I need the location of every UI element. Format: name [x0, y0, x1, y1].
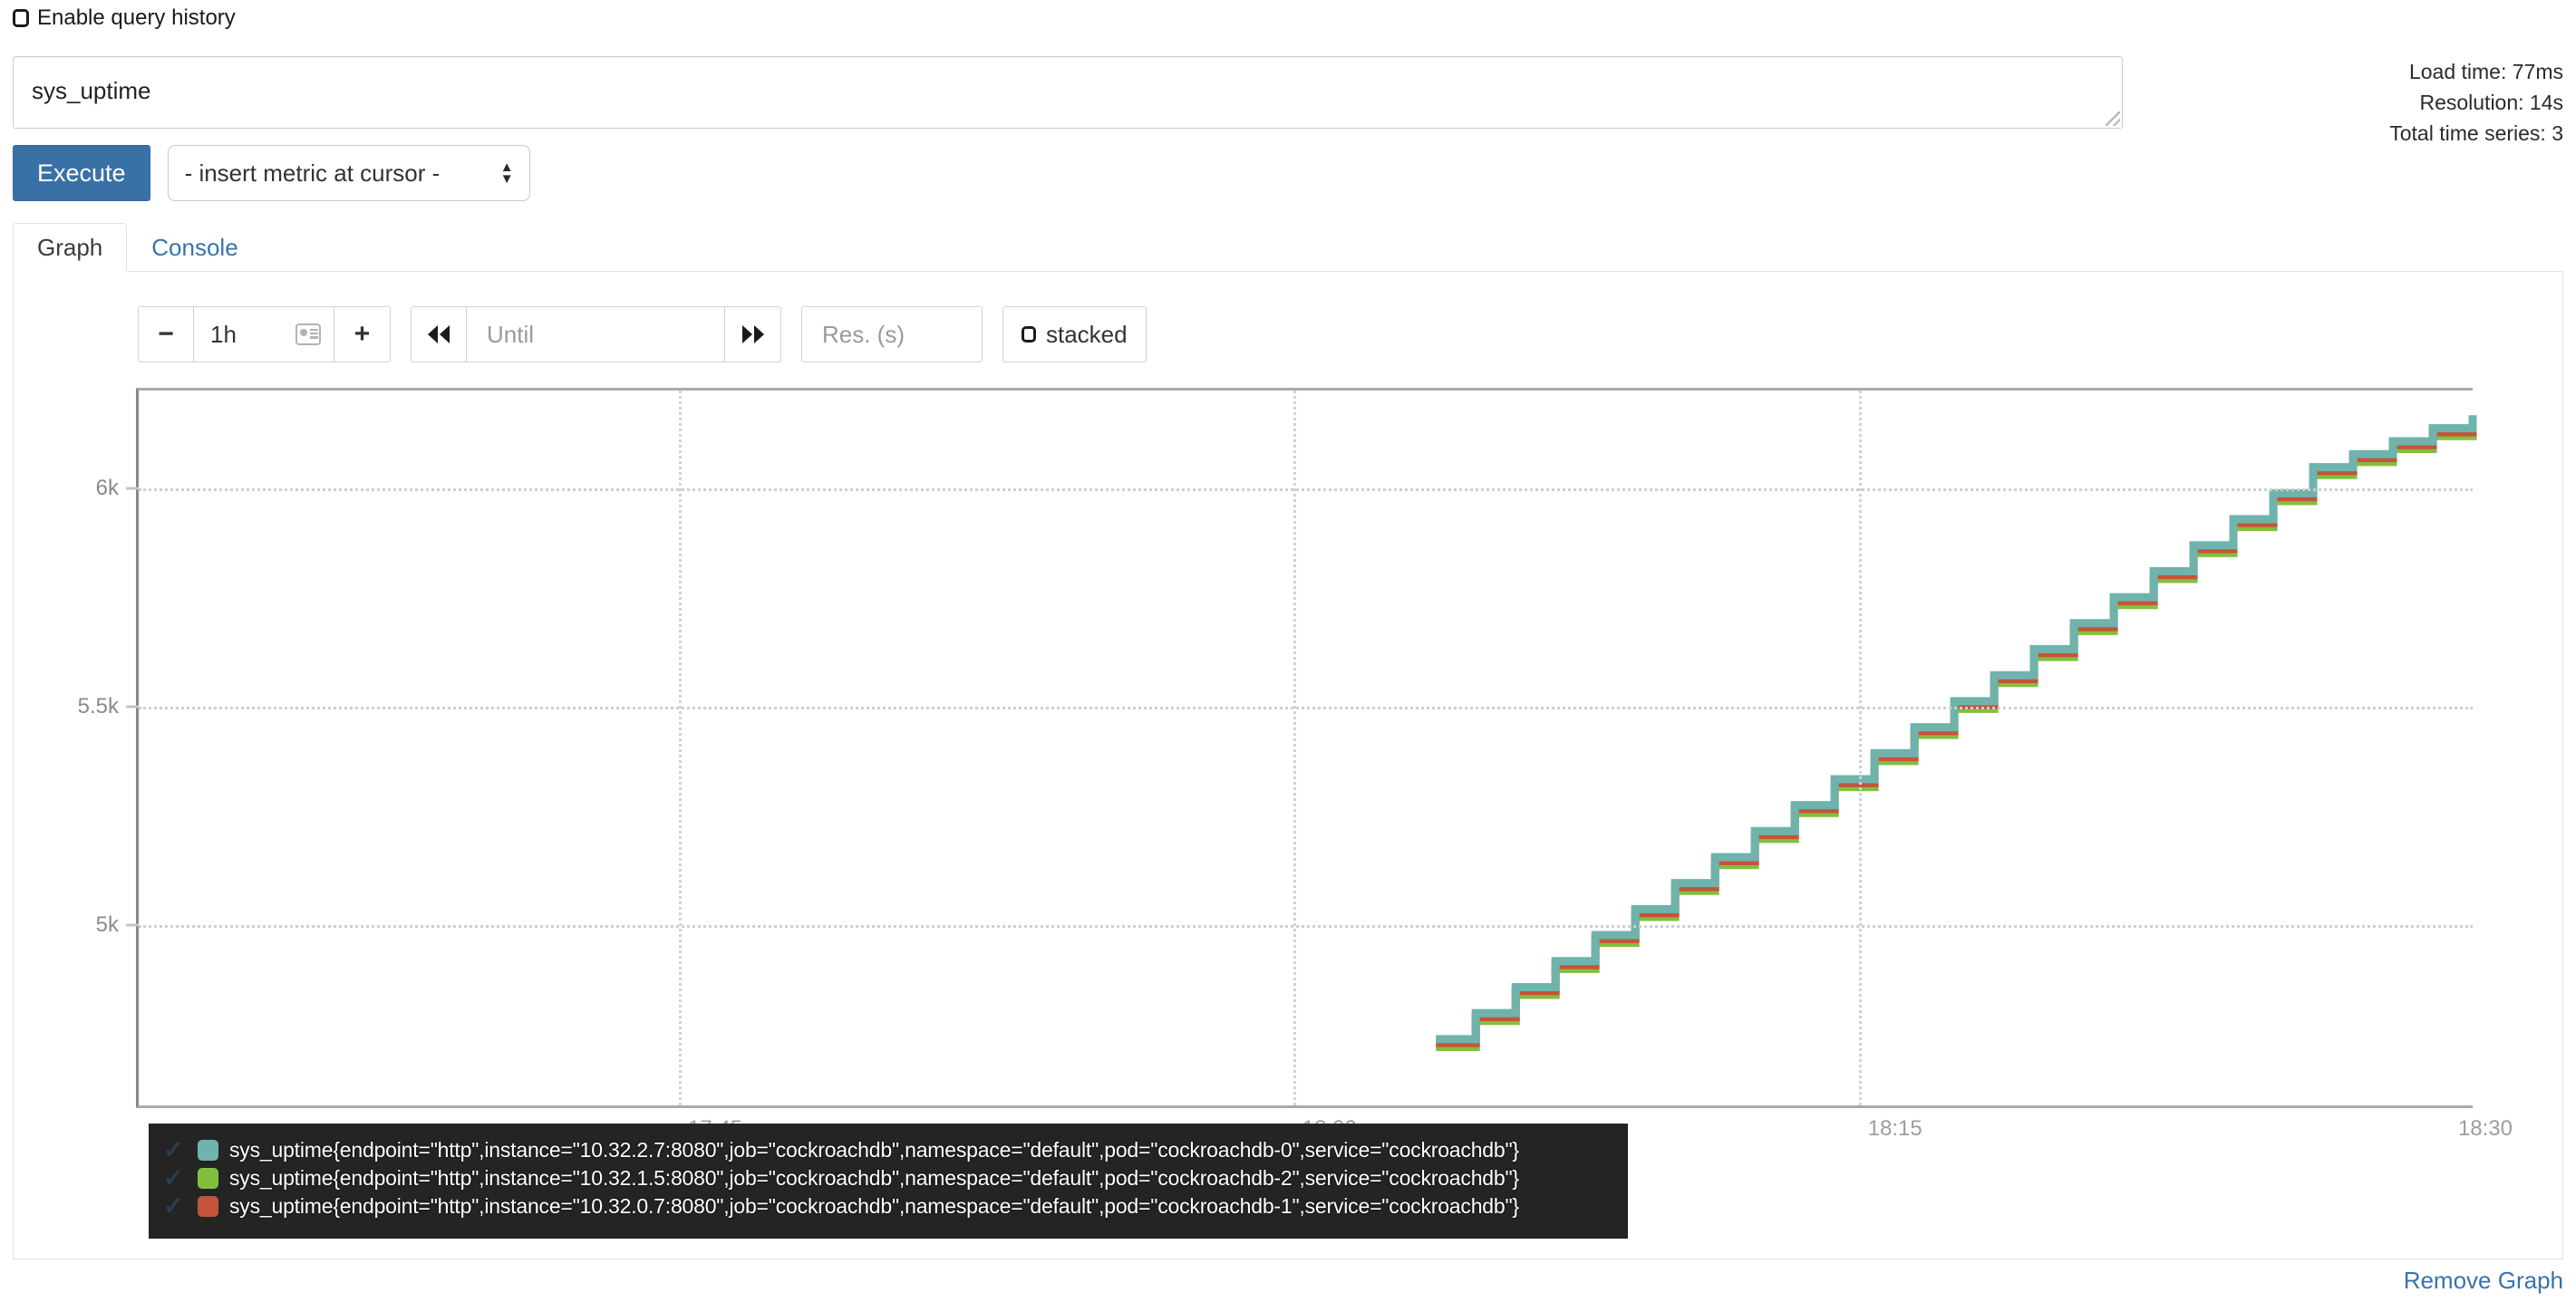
graph-controls-toolbar: − 1h + — [138, 306, 1147, 362]
step-forward-button[interactable] — [725, 306, 781, 362]
legend-color-swatch — [198, 1140, 218, 1161]
legend-item[interactable]: ✓ sys_uptime{endpoint="http",instance="10… — [149, 1136, 1628, 1164]
enable-query-history-checkbox[interactable] — [13, 9, 29, 27]
y-axis-tick-label: 5k — [96, 912, 139, 938]
vertical-gridline — [679, 391, 683, 1105]
stacked-label: stacked — [1046, 320, 1128, 348]
query-stats: Load time: 77ms Resolution: 14s Total ti… — [2389, 56, 2563, 149]
tab-console[interactable]: Console — [151, 233, 238, 261]
graph-panel: − 1h + — [13, 272, 2563, 1259]
legend-series-label: sys_uptime{endpoint="http",instance="10.… — [229, 1194, 1519, 1218]
vertical-gridline — [1858, 391, 1862, 1105]
calendar-range-icon[interactable] — [295, 323, 321, 345]
chart-legend: ✓ sys_uptime{endpoint="http",instance="10… — [149, 1124, 1628, 1239]
total-time-series-text: Total time series: 3 — [2389, 121, 2563, 146]
stacked-checkbox[interactable] — [1022, 326, 1036, 342]
execute-row: Execute - insert metric at cursor - ▲ ▼ — [13, 145, 530, 201]
x-axis-tick-label: 18:15 — [1867, 1116, 1922, 1141]
increase-range-button[interactable]: + — [334, 306, 391, 362]
legend-series-label: sys_uptime{endpoint="http",instance="10.… — [229, 1166, 1519, 1190]
horizontal-gridline — [139, 707, 2473, 710]
execute-button[interactable]: Execute — [13, 145, 150, 201]
enable-query-history-label: Enable query history — [37, 5, 236, 30]
y-axis-tick-label: 5.5k — [78, 694, 139, 719]
x-axis-tick-label: 18:30 — [2457, 1116, 2513, 1141]
legend-series-label: sys_uptime{endpoint="http",instance="10.… — [229, 1138, 1519, 1162]
tab-graph[interactable]: Graph — [13, 222, 128, 273]
metric-select-wrapper: - insert metric at cursor - ▲ ▼ — [167, 145, 530, 201]
double-chevron-right-icon — [741, 325, 764, 343]
legend-item[interactable]: ✓ sys_uptime{endpoint="http",instance="10… — [149, 1192, 1628, 1220]
y-axis-tick-label: 6k — [96, 476, 139, 501]
decrease-range-button[interactable]: − — [138, 306, 194, 362]
enable-query-history-row[interactable]: Enable query history — [13, 7, 236, 29]
range-control-group: − 1h + — [138, 306, 391, 362]
until-input-cell[interactable] — [467, 306, 725, 362]
series-line — [1436, 415, 2473, 1039]
double-chevron-left-icon — [428, 325, 450, 343]
horizontal-gridline — [139, 925, 2473, 929]
legend-checkmark-icon[interactable]: ✓ — [163, 1164, 184, 1191]
resolution-text: Resolution: 14s — [2419, 91, 2563, 115]
vertical-gridline — [1293, 391, 1296, 1105]
resolution-input-cell[interactable] — [801, 306, 983, 362]
expression-input-wrapper: sys_uptime — [13, 56, 2123, 129]
graph-console-tabs: Graph Console — [13, 220, 2563, 273]
legend-color-swatch — [198, 1196, 218, 1217]
until-input[interactable] — [485, 307, 724, 362]
expression-input[interactable]: sys_uptime — [13, 56, 2123, 129]
remove-graph-link[interactable]: Remove Graph — [2403, 1267, 2563, 1294]
until-control-group — [411, 306, 781, 362]
range-input-cell[interactable]: 1h — [194, 306, 334, 362]
load-time-text: Load time: 77ms — [2408, 60, 2563, 83]
step-backward-button[interactable] — [411, 306, 467, 362]
series-lines — [139, 391, 2473, 1105]
legend-item[interactable]: ✓ sys_uptime{endpoint="http",instance="10… — [149, 1164, 1628, 1192]
insert-metric-select[interactable]: - insert metric at cursor - — [167, 145, 530, 201]
stacked-toggle[interactable]: stacked — [1002, 306, 1147, 362]
legend-checkmark-icon[interactable]: ✓ — [163, 1192, 184, 1220]
range-value: 1h — [210, 320, 237, 348]
legend-checkmark-icon[interactable]: ✓ — [163, 1136, 184, 1163]
legend-color-swatch — [198, 1168, 218, 1189]
horizontal-gridline — [139, 488, 2473, 492]
resolution-input[interactable] — [820, 307, 982, 362]
